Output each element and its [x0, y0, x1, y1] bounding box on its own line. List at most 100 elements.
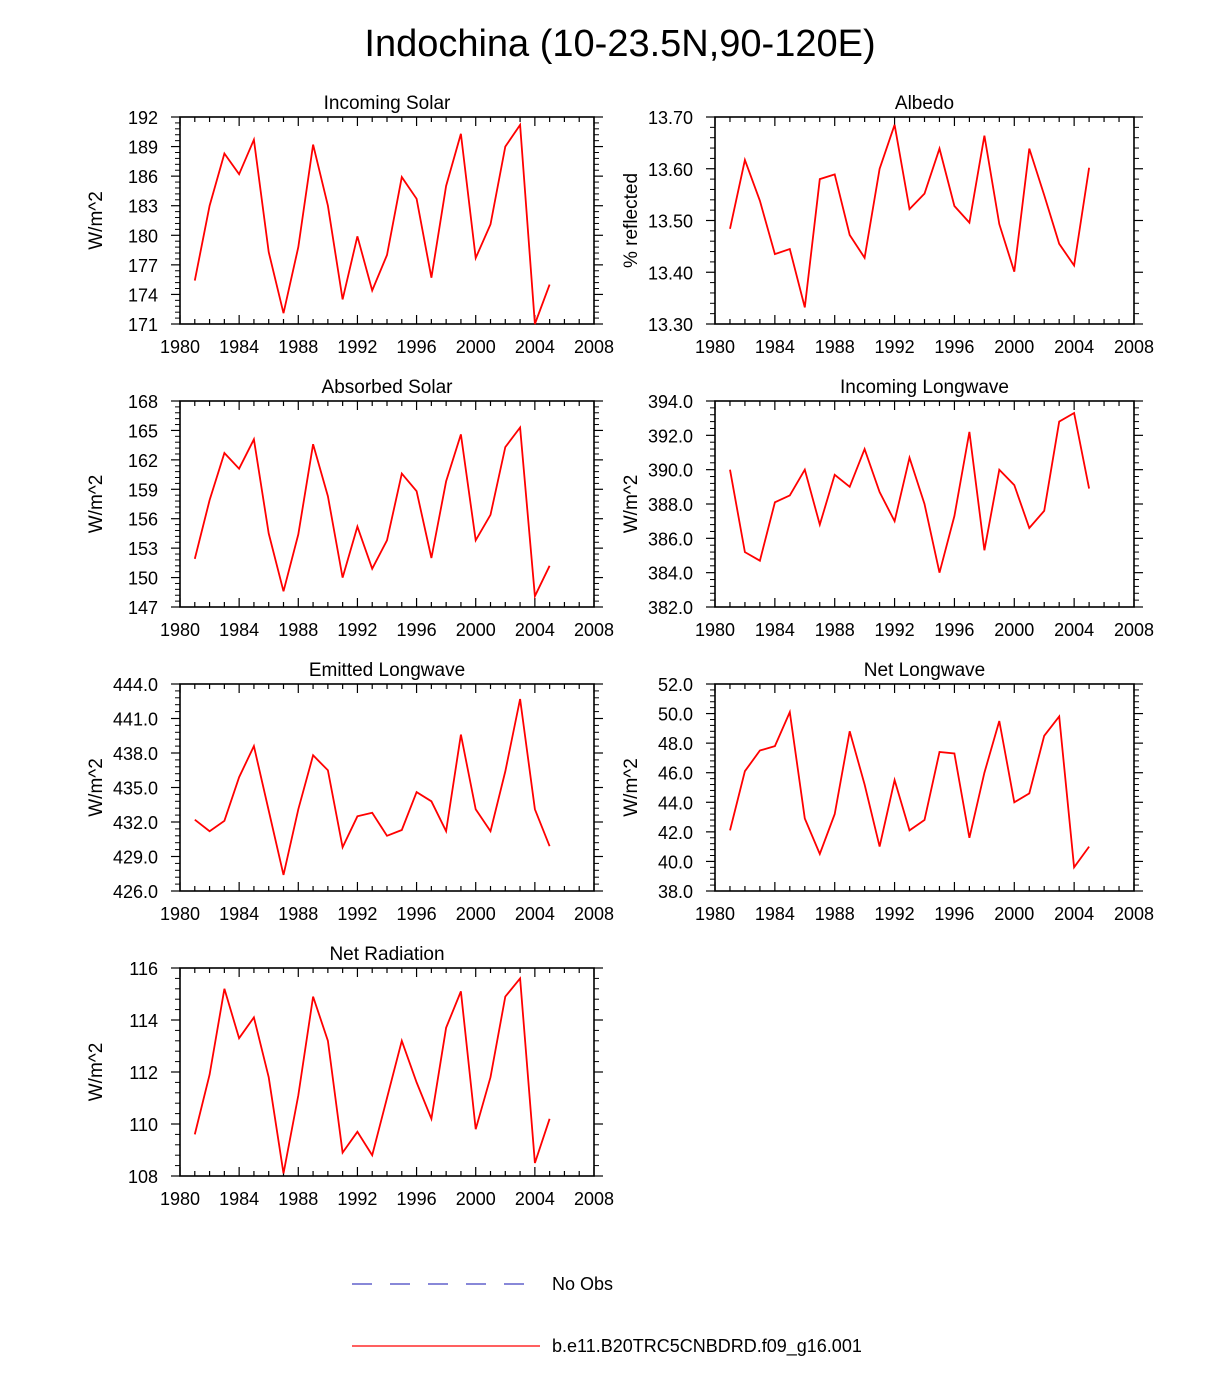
- x-tick-label: 1996: [397, 337, 437, 357]
- x-tick-label: 1980: [695, 904, 735, 924]
- y-tick-label: 435.0: [113, 779, 158, 799]
- x-tick-label: 1992: [337, 1189, 377, 1209]
- panel-title: Net Longwave: [864, 660, 985, 681]
- legend-model-label: b.e11.B20TRC5CNBDRD.f09_g16.001: [552, 1336, 862, 1357]
- plot-frame: [179, 400, 595, 608]
- y-tick-label: 382.0: [648, 598, 693, 618]
- x-tick-label: 1980: [160, 904, 200, 924]
- y-tick-label: 394.0: [648, 392, 693, 412]
- y-tick-label: 13.60: [648, 160, 693, 180]
- y-axis-label: % reflected: [621, 173, 642, 268]
- y-axis-label: W/m^2: [86, 475, 107, 534]
- series-line-net-longwave: [729, 708, 1090, 870]
- y-tick-label: 46.0: [658, 764, 693, 784]
- y-tick-label: 50.0: [658, 705, 693, 725]
- y-tick-label: 432.0: [113, 813, 158, 833]
- series-line-net-radiation: [193, 976, 551, 1174]
- x-tick-label: 1980: [160, 620, 200, 640]
- y-tick-label: 52.0: [658, 675, 693, 695]
- y-tick-label: 44.0: [658, 793, 693, 813]
- y-tick-label: 159: [128, 480, 158, 500]
- x-tick-label: 2000: [994, 337, 1034, 357]
- y-tick-label: 42.0: [658, 823, 693, 843]
- x-tick-label: 2008: [1114, 904, 1154, 924]
- panel-emitted-longwave: Emitted Longwave W/m^2 1980 1984 1988 1992 199…: [86, 660, 614, 924]
- y-axis-label: W/m^2: [621, 475, 642, 534]
- x-tick-label: 2008: [1114, 337, 1154, 357]
- x-tick-label: 2004: [1054, 337, 1094, 357]
- panel-title: Incoming Solar: [324, 93, 451, 114]
- y-tick-label: 444.0: [113, 675, 158, 695]
- x-tick-label: 1988: [815, 904, 855, 924]
- y-tick-label: 165: [128, 421, 158, 441]
- y-tick-label: 13.70: [648, 108, 693, 128]
- x-tick-label: 1980: [695, 337, 735, 357]
- y-tick-label: 48.0: [658, 734, 693, 754]
- panel-albedo: Albedo % reflected 1980 1984 1988 1992 1996 200…: [621, 93, 1154, 357]
- x-tick-label: 1988: [278, 904, 318, 924]
- y-axis-label: W/m^2: [86, 758, 107, 817]
- x-tick-label: 1996: [934, 904, 974, 924]
- x-tick-label: 2000: [456, 337, 496, 357]
- plot-frame: [714, 116, 1135, 325]
- x-tick-label: 1992: [875, 904, 915, 924]
- panel-title: Emitted Longwave: [309, 660, 465, 681]
- panel-incoming-solar: Incoming Solar W/m^2 1980 1984 1988 1992 1996 2…: [86, 93, 614, 357]
- x-tick-label: 1980: [695, 620, 735, 640]
- series-line-incoming-solar: [193, 122, 551, 325]
- x-tick-label: 1988: [278, 1189, 318, 1209]
- x-tick-label: 1980: [160, 337, 200, 357]
- x-tick-label: 1992: [337, 904, 377, 924]
- y-tick-label: 114: [129, 1011, 158, 1031]
- x-tick-label: 1988: [278, 620, 318, 640]
- series-line-absorbed-solar: [193, 425, 551, 600]
- x-tick-label: 1996: [934, 620, 974, 640]
- panel-title: Absorbed Solar: [322, 377, 454, 398]
- y-tick-label: 183: [128, 197, 158, 217]
- y-tick-label: 13.30: [648, 315, 693, 335]
- x-tick-label: 2004: [1054, 904, 1094, 924]
- figure-title: Indochina (10-23.5N,90-120E): [364, 23, 875, 65]
- y-tick-label: 13.40: [648, 263, 693, 283]
- x-tick-label: 1984: [219, 1189, 259, 1209]
- y-tick-label: 429.0: [113, 848, 158, 868]
- x-tick-label: 1996: [397, 1189, 437, 1209]
- y-tick-label: 384.0: [648, 564, 693, 584]
- x-tick-label: 2008: [574, 1189, 614, 1209]
- x-tick-label: 1984: [219, 337, 259, 357]
- y-tick-label: 13.50: [648, 212, 693, 232]
- x-tick-label: 1984: [219, 904, 259, 924]
- legend-no-obs-label: No Obs: [552, 1274, 613, 1294]
- legend: No Obs b.e11.B20TRC5CNBDRD.f09_g16.001: [352, 1274, 862, 1357]
- y-tick-label: 38.0: [658, 882, 693, 902]
- y-axis-label: W/m^2: [86, 1043, 107, 1102]
- x-tick-label: 2004: [515, 620, 555, 640]
- y-tick-label: 150: [128, 569, 158, 589]
- plot-frame: [714, 683, 1135, 892]
- y-tick-label: 116: [129, 959, 158, 979]
- y-tick-label: 189: [128, 138, 158, 158]
- panel-absorbed-solar: Absorbed Solar W/m^2 1980 1984 1988 1992 1996 2…: [86, 377, 614, 640]
- x-tick-label: 1988: [815, 337, 855, 357]
- x-tick-label: 2008: [574, 620, 614, 640]
- series-line-emitted-longwave: [194, 698, 551, 876]
- y-tick-label: 390.0: [648, 461, 693, 481]
- x-tick-label: 2004: [1054, 620, 1094, 640]
- x-tick-label: 1996: [397, 904, 437, 924]
- x-tick-label: 2000: [456, 904, 496, 924]
- panel-net-longwave: Net Longwave W/m^2 1980 1984 1988 1992 1996 200…: [621, 660, 1154, 924]
- y-tick-label: 110: [129, 1115, 158, 1135]
- panels: Incoming Solar W/m^2 1980 1984 1988 1992 1996 2…: [86, 93, 1154, 1209]
- y-axis-label: W/m^2: [621, 758, 642, 817]
- y-tick-label: 156: [128, 510, 158, 530]
- y-tick-label: 386.0: [648, 529, 693, 549]
- series-line-incoming-longwave: [729, 411, 1090, 573]
- x-tick-label: 1984: [755, 904, 795, 924]
- y-tick-label: 153: [128, 539, 158, 559]
- y-tick-label: 174: [128, 285, 158, 305]
- x-tick-label: 2008: [574, 904, 614, 924]
- y-tick-label: 186: [128, 167, 158, 187]
- y-tick-label: 171: [128, 315, 158, 335]
- x-tick-label: 1984: [755, 620, 795, 640]
